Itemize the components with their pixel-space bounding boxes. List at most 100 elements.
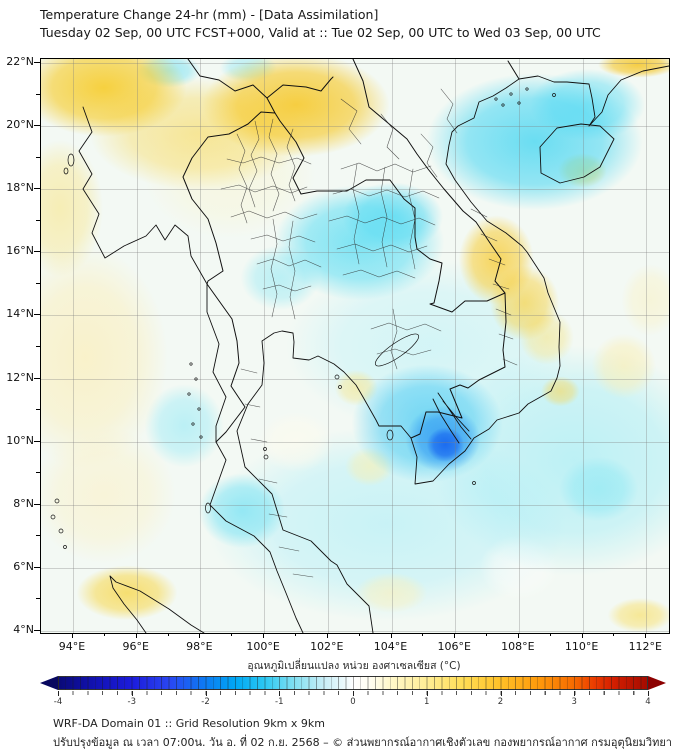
colorbar-gradient — [58, 676, 648, 690]
map-plot-area — [40, 58, 670, 634]
x-tick-label: 100°E — [246, 640, 280, 653]
x-tick — [231, 633, 233, 636]
y-tick-label: 8°N — [13, 496, 34, 510]
y-tick — [36, 156, 40, 158]
x-tick-label: 112°E — [628, 640, 663, 653]
x-tick-label: 98°E — [186, 640, 213, 653]
sumatra-coast — [110, 576, 204, 633]
tonle-sap-lake — [372, 329, 423, 370]
x-tick-label: 104°E — [373, 640, 408, 653]
y-tick-label: 10°N — [6, 433, 34, 447]
x-tick — [294, 633, 296, 636]
colorbar-tick — [426, 691, 428, 696]
y-tick — [36, 535, 40, 537]
y-tick-label: 16°N — [6, 244, 34, 258]
colorbar-tick-label: 4 — [645, 697, 651, 707]
colorbar-tick — [205, 691, 207, 696]
y-tick — [36, 472, 40, 474]
y-tick-label: 4°N — [13, 622, 34, 636]
y-tick — [34, 629, 40, 631]
x-tick-label: 110°E — [564, 640, 599, 653]
coastline-east — [237, 66, 669, 633]
colorbar-tick-label: -3 — [127, 697, 136, 707]
temperature-field — [41, 59, 669, 633]
x-tick — [326, 633, 328, 638]
x-tick — [517, 633, 519, 638]
y-tick — [34, 314, 40, 316]
figure-subtitle: Tuesday 02 Sep, 00 UTC FCST+000, Valid a… — [40, 25, 601, 40]
coastline-west — [79, 107, 303, 633]
x-tick-label: 108°E — [501, 640, 535, 653]
y-tick — [34, 188, 40, 190]
y-tick — [34, 377, 40, 379]
x-tick — [613, 633, 615, 636]
colorbar-tick — [279, 691, 281, 696]
colorbar-tick — [648, 691, 649, 696]
colorbar-tick — [500, 691, 502, 696]
y-tick-label: 6°N — [13, 559, 34, 573]
x-tick-label: 96°E — [122, 640, 149, 653]
colorbar-tick-label: 0 — [350, 697, 356, 707]
colorbar-tick-label: -1 — [275, 697, 284, 707]
y-tick — [36, 282, 40, 284]
colorbar-tick — [574, 691, 576, 696]
colorbar-left-arrow — [40, 676, 58, 690]
colorbar-tick-label: 2 — [497, 697, 504, 707]
x-tick — [199, 633, 201, 638]
colorbar-tick-label: 1 — [424, 697, 430, 707]
islands — [51, 88, 556, 549]
province-borders-neighbors — [241, 89, 517, 577]
y-tick-label: 18°N — [6, 181, 34, 195]
x-tick-label: 102°E — [310, 640, 344, 653]
figure-title: Temperature Change 24-hr (mm) - [Data As… — [40, 7, 379, 22]
colorbar-right-arrow — [648, 676, 666, 690]
hainan-island — [540, 124, 614, 183]
y-tick — [34, 251, 40, 253]
x-tick — [454, 633, 456, 638]
y-tick — [36, 598, 40, 600]
x-tick — [72, 633, 73, 638]
river-channels — [433, 393, 471, 443]
y-tick — [36, 219, 40, 221]
colorbar-tick — [131, 691, 133, 696]
x-tick — [486, 633, 488, 636]
x-tick — [263, 633, 265, 638]
y-tick-label: 14°N — [6, 307, 34, 321]
x-tick — [167, 633, 169, 636]
y-tick-label: 20°N — [6, 118, 34, 132]
y-tick — [36, 345, 40, 347]
x-tick — [390, 633, 392, 638]
y-tick — [34, 125, 40, 127]
y-tick — [34, 503, 40, 505]
colorbar-cell-separators — [58, 676, 648, 690]
footer-update-info: ปรับปรุงข้อมูล ณ เวลา 07:00น. วัน อ. ที่… — [53, 736, 672, 749]
country-borders — [183, 59, 519, 442]
y-tick — [34, 62, 40, 63]
y-tick — [34, 566, 40, 568]
province-borders — [221, 119, 321, 319]
y-tick — [34, 440, 40, 442]
colorbar-tick-label: -4 — [53, 697, 63, 707]
geographic-boundaries — [41, 59, 669, 633]
colorbar: อุณหภูมิเปลี่ยนแปลง หน่วย องศาเซลเซียส (… — [40, 657, 668, 707]
x-tick — [103, 633, 105, 636]
y-tick-label: 22°N — [6, 55, 34, 68]
colorbar-tick — [58, 691, 59, 696]
x-tick — [581, 633, 583, 638]
y-tick-label: 12°N — [6, 370, 34, 384]
x-tick — [135, 633, 137, 638]
x-tick — [549, 633, 551, 636]
x-tick — [645, 633, 647, 638]
colorbar-tick-label: 3 — [571, 697, 577, 707]
x-tick — [422, 633, 424, 636]
x-tick — [358, 633, 360, 636]
colorbar-label: อุณหภูมิเปลี่ยนแปลง หน่วย องศาเซลเซียส (… — [247, 660, 461, 672]
x-tick-label: 106°E — [437, 640, 471, 653]
y-tick — [36, 93, 40, 95]
x-tick-label: 94°E — [58, 640, 86, 653]
province-borders-northeast — [329, 163, 439, 278]
colorbar-tick — [353, 691, 354, 696]
colorbar-tick-label: -2 — [201, 697, 210, 707]
grid-lines — [41, 59, 669, 633]
